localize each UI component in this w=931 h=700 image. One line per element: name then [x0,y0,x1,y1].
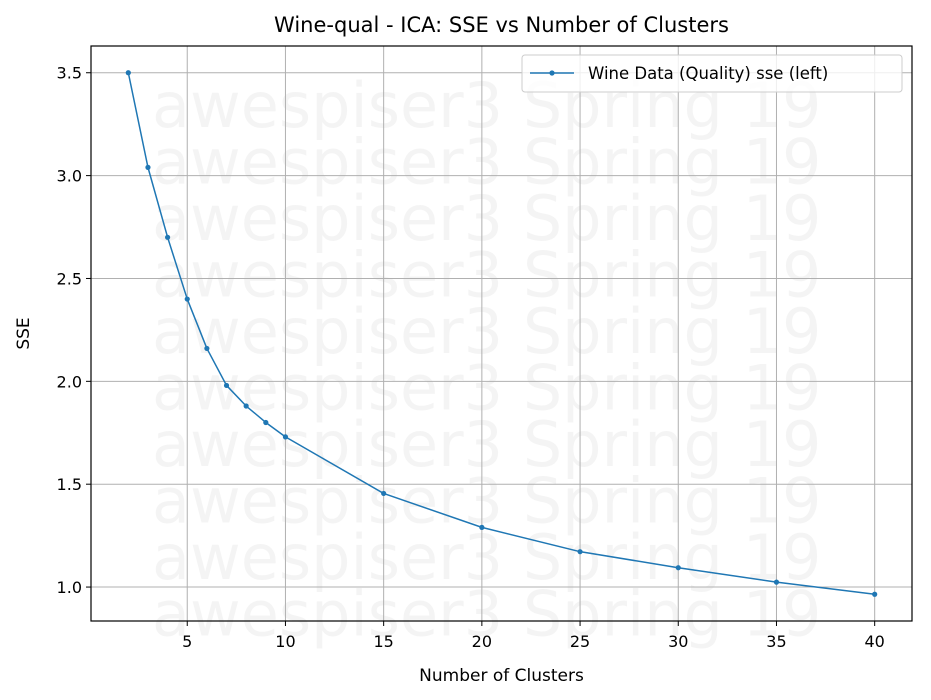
y-axis-title: SSE [14,317,34,349]
legend-marker [549,70,555,76]
data-point [381,490,387,497]
y-tick-label: 3.0 [57,167,82,186]
x-tick-label: 15 [373,632,393,651]
data-point [145,164,151,170]
y-tick-label: 3.5 [57,64,82,83]
plot-area-frame [90,45,913,622]
data-point [675,565,681,571]
x-tick-label: 20 [472,632,492,651]
data-point [773,579,780,585]
data-point [263,419,269,426]
data-point [872,591,878,597]
x-tick-label: 40 [865,632,885,651]
data-point [125,70,131,76]
data-point [223,382,230,389]
legend: Wine Data (Quality) sse (left) [521,54,903,93]
chart-title: Wine-qual - ICA: SSE vs Number of Cluste… [274,13,729,37]
watermark-line: awespiser3 Spring 19 [152,578,822,651]
watermark-line: awespiser3 Spring 19 [152,295,822,368]
watermark-line: awespiser3 Spring 19 [152,465,822,538]
legend-label: Wine Data (Quality) sse (left) [588,64,828,83]
data-point [577,549,583,555]
data-point [184,296,190,302]
y-tick-label: 1.0 [57,578,82,597]
data-point [243,403,249,409]
x-axis-title: Number of Clusters [419,666,584,686]
watermark-line: awespiser3 Spring 19 [152,182,822,255]
data-point [479,524,485,530]
watermark-line: awespiser3 Spring 19 [152,239,822,312]
x-tick-label: 35 [766,632,786,651]
y-tick-label: 2.5 [57,269,82,288]
grid [91,46,912,621]
x-tick-label: 30 [668,632,688,651]
y-tick-label: 2.0 [57,372,82,391]
data-point [204,345,210,352]
y-tick-label: 1.5 [57,475,82,494]
x-tick-label: 5 [182,632,192,651]
data-point [282,434,289,440]
watermark-line: awespiser3 Spring 19 [152,521,822,594]
axis-ticks: 5 10 15 20 25 30 35 40 1.0 1.5 2.0 2.5 3.0 3.5 [57,64,885,651]
watermark-line: awespiser3 Spring 19 [152,126,822,199]
x-tick-label: 10 [275,632,295,651]
series-layer [125,70,878,597]
data-point [165,234,171,240]
legend-box [521,54,903,93]
watermark-line: awespiser3 Spring 19 [152,352,822,425]
x-tick-label: 25 [570,632,590,651]
